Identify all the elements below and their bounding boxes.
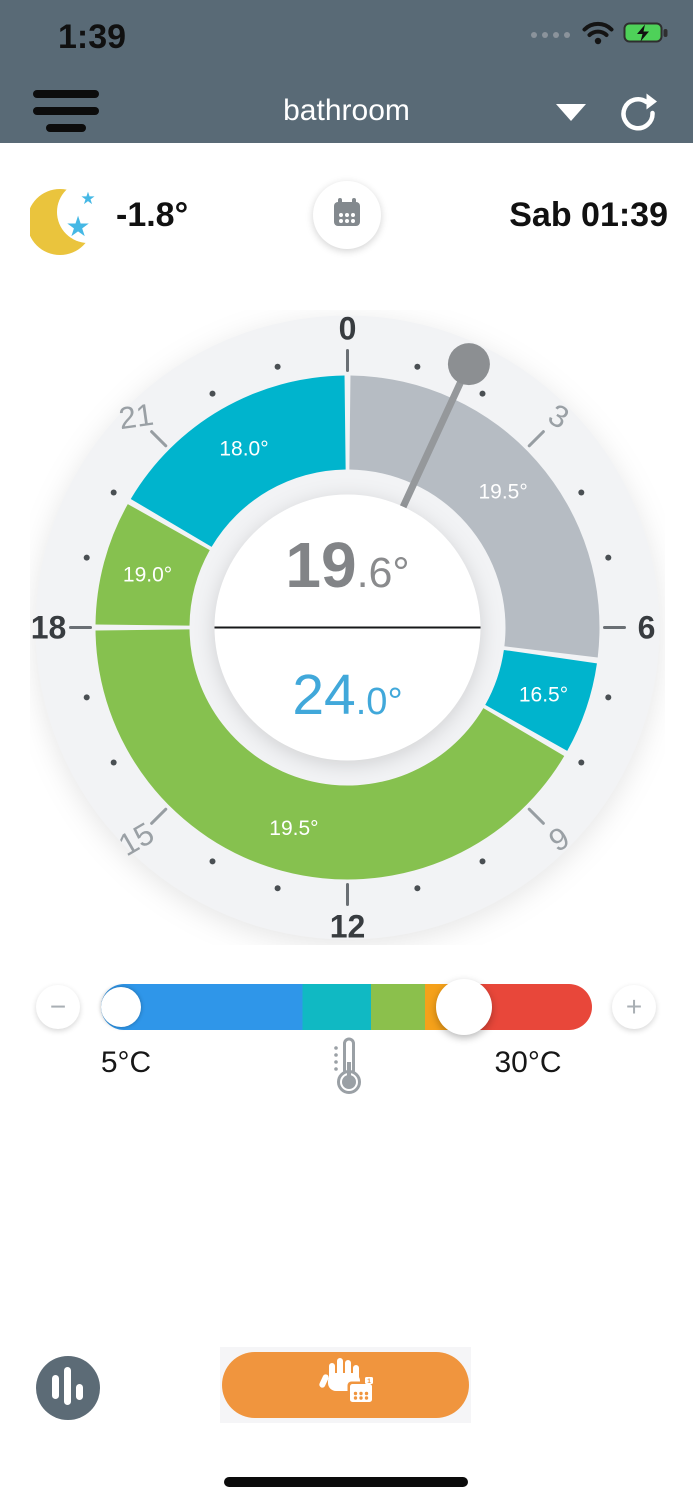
schedule-segment[interactable] — [349, 375, 600, 658]
hour-label: 21 — [117, 397, 156, 436]
page-title: bathroom — [283, 94, 410, 127]
thermostat-dial[interactable]: 19.5° 16.5° 19.5° 19.0° 18.0° 0 3 6 9 12 15 18 21 19… — [30, 310, 665, 945]
schedule-segment[interactable] — [485, 649, 597, 751]
temperature-slider[interactable] — [100, 979, 592, 1035]
manual-mode-button[interactable]: 1 — [222, 1352, 469, 1418]
increase-temp-button[interactable]: + — [612, 985, 656, 1029]
svg-text:★: ★ — [80, 189, 95, 208]
schedule-calendar-button[interactable] — [313, 181, 381, 249]
hour-tick — [150, 807, 168, 825]
refresh-icon — [616, 93, 660, 140]
hour-dot — [83, 694, 90, 701]
hour-dot — [578, 759, 585, 766]
segment-temp-label: 19.0° — [123, 563, 172, 586]
schedule-segment[interactable] — [95, 629, 565, 880]
status-icons — [529, 20, 669, 51]
current-day-time: Sab 01:39 — [509, 196, 668, 234]
home-indicator — [224, 1477, 468, 1487]
hour-dot — [414, 885, 421, 892]
hour-label: 18 — [31, 610, 67, 646]
status-time: 1:39 — [58, 18, 127, 56]
room-dropdown-caret-icon[interactable] — [556, 104, 586, 121]
hour-dot — [479, 858, 486, 865]
moon-stars-icon: ★ ★ — [27, 166, 119, 271]
hour-label: 12 — [330, 909, 366, 945]
max-temp-label: 30°C — [494, 1046, 562, 1079]
hour-dot — [110, 489, 117, 496]
decrease-temp-button[interactable]: − — [36, 985, 80, 1029]
slider-track[interactable] — [101, 984, 592, 1030]
thermometer-icon — [330, 1036, 364, 1101]
hour-dot — [110, 759, 117, 766]
hour-dot — [83, 554, 90, 561]
segment-temp-label: 18.0° — [219, 438, 268, 461]
stats-button[interactable] — [36, 1356, 100, 1420]
segment-temp-label: 19.5° — [478, 480, 527, 503]
hour-label: 6 — [638, 610, 656, 646]
needle-knob[interactable] — [447, 343, 490, 386]
hour-dot — [605, 694, 612, 701]
bar-chart-icon — [50, 1365, 86, 1412]
hour-label: 0 — [339, 311, 357, 347]
svg-text:1: 1 — [367, 1378, 371, 1385]
slider-min-handle[interactable] — [100, 987, 141, 1027]
min-temp-label: 5°C — [100, 1046, 152, 1079]
header: 1:39 bathroom — [0, 0, 693, 143]
segment-temp-label: 16.5° — [519, 683, 568, 706]
hour-tick — [150, 430, 168, 448]
hand-calendar-icon: 1 — [315, 1356, 377, 1415]
hour-dot — [209, 390, 216, 397]
hour-tick — [527, 430, 545, 448]
calendar-icon — [330, 196, 364, 235]
menu-button[interactable] — [33, 90, 99, 136]
cellular-dots-icon — [529, 27, 573, 45]
hour-dot — [209, 858, 216, 865]
outdoor-temperature: -1.8° — [116, 196, 189, 234]
hour-dot — [414, 363, 421, 370]
schedule-segment[interactable] — [130, 375, 346, 547]
segment-temp-label: 19.5° — [269, 817, 318, 840]
hour-dot — [274, 885, 281, 892]
hour-tick — [527, 807, 545, 825]
hour-dot — [479, 390, 486, 397]
slider-handle[interactable] — [436, 979, 493, 1035]
schedule-segment[interactable] — [95, 504, 210, 626]
hamburger-icon — [33, 90, 99, 132]
wifi-icon — [581, 20, 615, 51]
hour-dot — [274, 363, 281, 370]
hour-dot — [578, 489, 585, 496]
hour-dot — [605, 554, 612, 561]
refresh-button[interactable] — [616, 92, 660, 136]
svg-text:★: ★ — [65, 211, 90, 242]
battery-charging-icon — [623, 21, 669, 50]
